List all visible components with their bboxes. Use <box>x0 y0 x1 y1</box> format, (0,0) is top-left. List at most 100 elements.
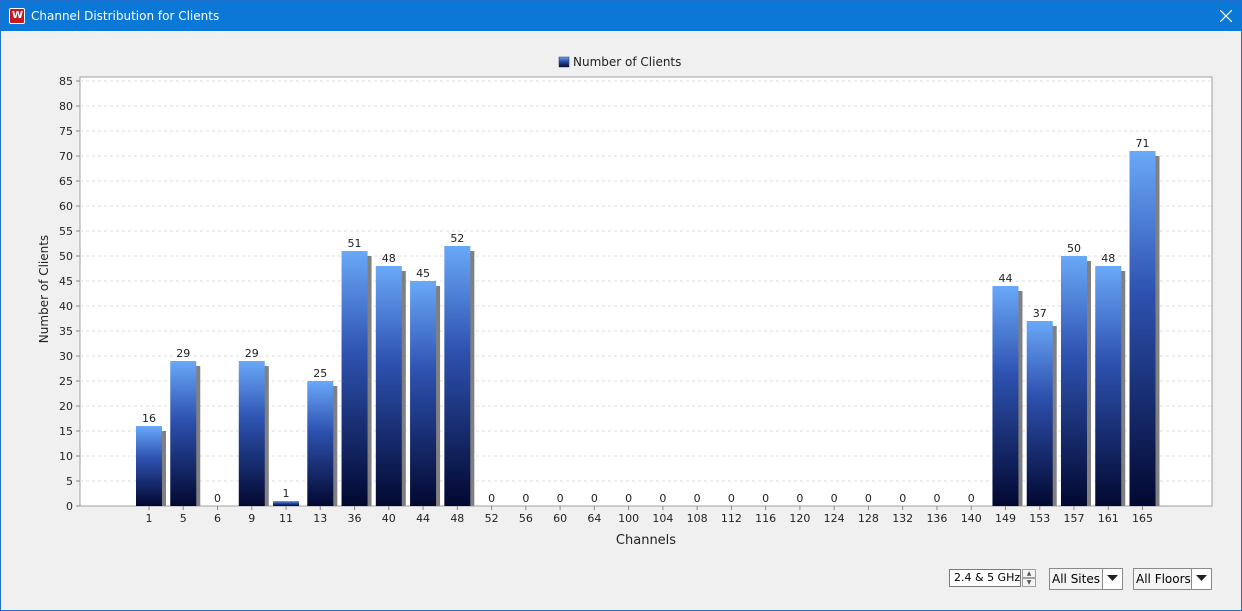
y-tick-label: 15 <box>59 425 73 438</box>
x-tick-label: 108 <box>687 512 708 525</box>
x-tick-label: 140 <box>961 512 982 525</box>
bar-value-label: 0 <box>659 492 666 505</box>
bar-value-label: 0 <box>933 492 940 505</box>
x-tick-label: 1 <box>146 512 153 525</box>
bar <box>136 426 162 506</box>
y-tick-label: 0 <box>66 500 73 513</box>
floors-dropdown-value: All Floors <box>1136 572 1191 586</box>
bar <box>444 246 471 506</box>
x-tick-label: 100 <box>618 512 639 525</box>
sites-dropdown-arrow[interactable] <box>1102 569 1122 589</box>
x-tick-label: 112 <box>721 512 742 525</box>
bar <box>170 361 197 506</box>
bar-chart: 0510152025303540455055606570758085Number… <box>37 55 1213 548</box>
x-tick-label: 11 <box>279 512 293 525</box>
x-tick-label: 40 <box>382 512 396 525</box>
bar <box>307 381 334 506</box>
bar-value-label: 1 <box>283 487 290 500</box>
band-spinner-field[interactable]: 2.4 & 5 GHz <box>949 569 1021 587</box>
bar-value-label: 44 <box>998 272 1012 285</box>
bar-value-label: 0 <box>625 492 632 505</box>
x-tick-label: 124 <box>824 512 845 525</box>
y-tick-label: 55 <box>59 225 73 238</box>
y-tick-label: 75 <box>59 125 73 138</box>
y-tick-label: 70 <box>59 150 73 163</box>
close-button[interactable] <box>1211 1 1241 31</box>
floors-dropdown-arrow[interactable] <box>1191 569 1211 589</box>
y-tick-label: 80 <box>59 100 73 113</box>
bar-value-label: 0 <box>865 492 872 505</box>
bar <box>1060 256 1087 506</box>
bar-value-label: 71 <box>1136 137 1150 150</box>
y-tick-label: 40 <box>59 300 73 313</box>
y-tick-label: 20 <box>59 400 73 413</box>
window-title: Channel Distribution for Clients <box>31 9 220 23</box>
x-tick-label: 48 <box>450 512 464 525</box>
y-tick-label: 85 <box>59 75 73 88</box>
y-tick-label: 45 <box>59 275 73 288</box>
bar-value-label: 48 <box>382 252 396 265</box>
bar-value-label: 0 <box>214 492 221 505</box>
chart-panel: 0 5 10 15 20 25 30 35 40 45 50 55 60 65 70 75 80 85 Number… <box>1 32 1241 572</box>
x-tick-label: 128 <box>858 512 879 525</box>
chevron-down-icon <box>1107 575 1118 581</box>
bar-value-label: 37 <box>1033 307 1047 320</box>
x-tick-label: 64 <box>587 512 601 525</box>
y-tick-label: 60 <box>59 200 73 213</box>
bar <box>1026 321 1053 506</box>
legend-label: Number of Clients <box>573 55 681 69</box>
y-tick-label: 10 <box>59 450 73 463</box>
y-tick-label: 30 <box>59 350 73 363</box>
bar-value-label: 50 <box>1067 242 1081 255</box>
band-spinner[interactable]: 2.4 & 5 GHz ▲ ▼ <box>949 569 1037 587</box>
bar-value-label: 48 <box>1101 252 1115 265</box>
bar-value-label: 0 <box>522 492 529 505</box>
title-bar: W Channel Distribution for Clients <box>1 1 1241 31</box>
bar-value-label: 29 <box>245 347 259 360</box>
bar <box>410 281 437 506</box>
app-logo-glyph: W <box>12 10 24 21</box>
bar <box>375 266 402 506</box>
filter-controls: 2.4 & 5 GHz ▲ ▼ All Sites All Floors <box>1 566 1241 592</box>
x-tick-label: 36 <box>348 512 362 525</box>
x-tick-label: 9 <box>248 512 255 525</box>
bar-value-label: 0 <box>694 492 701 505</box>
bar <box>992 286 1019 506</box>
x-tick-label: 44 <box>416 512 430 525</box>
x-tick-label: 104 <box>652 512 673 525</box>
x-tick-label: 116 <box>755 512 776 525</box>
legend: Number of Clients <box>558 55 681 69</box>
y-tick-label: 25 <box>59 375 73 388</box>
x-tick-label: 5 <box>180 512 187 525</box>
x-tick-label: 56 <box>519 512 533 525</box>
band-spinner-buttons: ▲ ▼ <box>1022 569 1036 587</box>
bar-value-label: 0 <box>591 492 598 505</box>
bar-value-label: 0 <box>728 492 735 505</box>
spinner-down-button[interactable]: ▼ <box>1022 578 1036 587</box>
app-logo-icon: W <box>9 8 25 24</box>
x-tick-label: 165 <box>1132 512 1153 525</box>
x-tick-label: 136 <box>926 512 947 525</box>
bar <box>1129 151 1156 506</box>
plot-area <box>79 76 1213 507</box>
y-tick-label: 35 <box>59 325 73 338</box>
y-axis-title: Number of Clients <box>37 235 51 343</box>
bar-value-label: 25 <box>313 367 327 380</box>
x-tick-label: 6 <box>214 512 221 525</box>
bar-value-label: 0 <box>831 492 838 505</box>
x-tick-label: 52 <box>485 512 499 525</box>
bar-value-label: 0 <box>762 492 769 505</box>
spinner-up-button[interactable]: ▲ <box>1022 569 1036 578</box>
x-axis-title: Channels <box>616 533 676 548</box>
x-tick-label: 161 <box>1098 512 1119 525</box>
bar <box>238 361 265 506</box>
x-tick-label: 157 <box>1063 512 1084 525</box>
bar-value-label: 0 <box>796 492 803 505</box>
bar-value-label: 0 <box>488 492 495 505</box>
sites-dropdown[interactable]: All Sites <box>1049 568 1123 590</box>
bar-value-label: 29 <box>176 347 190 360</box>
floors-dropdown[interactable]: All Floors <box>1133 568 1212 590</box>
bar-value-label: 45 <box>416 267 430 280</box>
x-tick-label: 13 <box>313 512 327 525</box>
bar <box>1095 266 1122 506</box>
